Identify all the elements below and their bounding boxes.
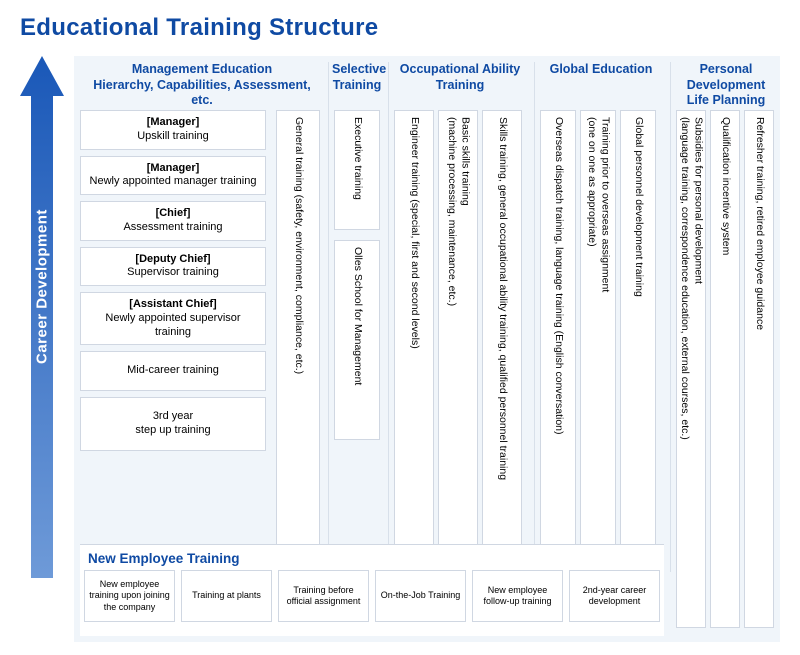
page-title: Educational Training Structure [0, 0, 800, 54]
exec-training-box: Executive training [334, 110, 380, 230]
divider [328, 62, 329, 572]
role-box: [Chief]Assessment training [80, 201, 266, 241]
divider [670, 62, 671, 572]
refresher-box: Refresher training, retired employee gui… [744, 110, 774, 628]
general-training-box: General training (safety, environment, c… [276, 110, 320, 564]
subsidies-box: Subsidies for personal development (lang… [676, 110, 706, 628]
career-arrow: Career Development [20, 56, 64, 578]
prior-overseas-box: Training prior to overseas assignment (o… [580, 110, 616, 564]
olles-school-box: Olles School for Management [334, 240, 380, 440]
role-box: [Manager]Upskill training [80, 110, 266, 150]
new-employee-title: New Employee Training [80, 545, 664, 570]
new-employee-box: New employee training upon joining the c… [84, 570, 175, 622]
col-head-selective: Selective Training [330, 56, 384, 97]
col-head-management: Management Education Hierarchy, Capabili… [80, 56, 324, 113]
role-box: 3rd year step up training [80, 397, 266, 451]
new-employee-row: New employee training upon joining the c… [80, 570, 664, 622]
chart-area: Career Development Management Education … [20, 56, 780, 642]
col-occupational-body: Engineer training (special, first and se… [394, 110, 526, 570]
col-personal: Personal Development Life Planning Subsi… [672, 56, 780, 636]
divider [534, 62, 535, 572]
col-selective-body: Executive training Olles School for Mana… [334, 110, 380, 570]
columns: Management Education Hierarchy, Capabili… [74, 56, 780, 578]
qualification-box: Qualification incentive system [710, 110, 740, 628]
col-global: Global Education Overseas dispatch train… [536, 56, 666, 578]
col-personal-body: Subsidies for personal development (lang… [676, 110, 776, 634]
role-box: [Assistant Chief]Newly appointed supervi… [80, 292, 266, 345]
col-management: Management Education Hierarchy, Capabili… [80, 56, 324, 578]
role-box: Mid-career training [80, 351, 266, 391]
col-management-body: [Manager]Upskill training [Manager]Newly … [80, 110, 324, 570]
col-global-body: Overseas dispatch training, language tra… [540, 110, 662, 570]
new-employee-box: Training before official assignment [278, 570, 369, 622]
panel: Management Education Hierarchy, Capabili… [74, 56, 780, 642]
col-head-personal: Personal Development Life Planning [672, 56, 780, 113]
career-arrow-label: Career Development [20, 56, 64, 578]
col-occupational: Occupational Ability Training Engineer t… [390, 56, 530, 578]
divider [388, 62, 389, 572]
new-employee-box: New employee follow-up training [472, 570, 563, 622]
new-employee-box: 2nd-year career development [569, 570, 660, 622]
new-employee-box: On-the-Job Training [375, 570, 466, 622]
col-selective: Selective Training Executive training Ol… [330, 56, 384, 578]
engineer-training-box: Engineer training (special, first and se… [394, 110, 434, 564]
col-head-occupational: Occupational Ability Training [390, 56, 530, 97]
new-employee-box: Training at plants [181, 570, 272, 622]
skills-training-box: Skills training, general occupational ab… [482, 110, 522, 564]
role-box: [Deputy Chief]Supervisor training [80, 247, 266, 287]
role-box: [Manager]Newly appointed manager trainin… [80, 156, 266, 196]
overseas-dispatch-box: Overseas dispatch training, language tra… [540, 110, 576, 564]
new-employee-section: New Employee Training New employee train… [80, 544, 664, 636]
global-personnel-box: Global personnel development training [620, 110, 656, 564]
basic-skills-box: Basic skills training (machine processin… [438, 110, 478, 564]
col-head-global: Global Education [536, 56, 666, 82]
